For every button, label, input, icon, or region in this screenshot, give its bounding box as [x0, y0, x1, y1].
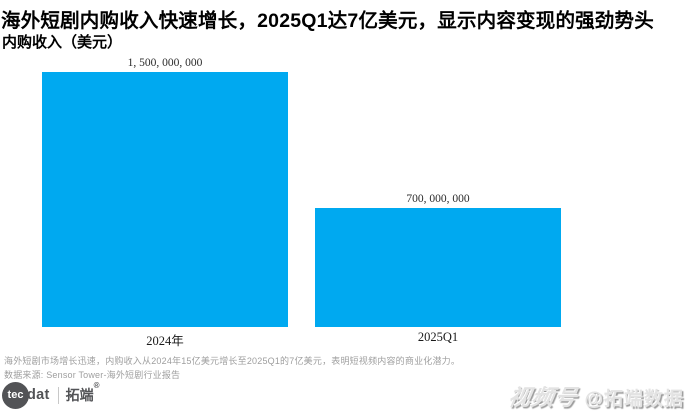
- logo-cn-text: 拓端: [65, 387, 94, 403]
- tecdat-logo-circle: tec: [2, 381, 29, 409]
- tecdat-logo-chinese: 拓端®: [65, 381, 100, 405]
- x-tick-2024: 2024年: [146, 334, 184, 348]
- bar-2024: [42, 72, 288, 327]
- plot-area: 1, 500, 000, 000 700, 000, 000: [42, 57, 561, 327]
- channel-watermark: 视频号 @拓端数据: [506, 380, 684, 412]
- y-axis-title: 内购收入（美元）: [2, 34, 123, 51]
- tecdat-logo-text: dat: [27, 387, 50, 403]
- logo-divider: [57, 386, 59, 404]
- footnote-analysis: 海外短剧市场增长迅速，内购收入从2024年15亿美元增长至2025Q1的7亿美元…: [4, 356, 461, 366]
- chart-title: 海外短剧内购收入快速增长，2025Q1达7亿美元，显示内容变现的强劲势头: [1, 10, 654, 32]
- video-channel-logo: 视频号: [506, 385, 581, 410]
- value-label-2025q1: 700, 000, 000: [406, 193, 470, 205]
- watermark-account-name: @拓端数据: [584, 389, 684, 410]
- bar-group-2025q1: 700, 000, 000: [315, 193, 561, 327]
- registered-mark-icon: ®: [93, 381, 100, 390]
- bar-group-2024: 1, 500, 000, 000: [42, 57, 288, 327]
- bar-2025q1: [315, 208, 561, 327]
- tecdat-logo: tec dat 拓端®: [2, 381, 100, 409]
- x-tick-2025q1: 2025Q1: [417, 330, 459, 344]
- footnote-data-source: 数据来源: Sensor Tower-海外短剧行业报告: [4, 370, 181, 380]
- value-label-2024: 1, 500, 000, 000: [127, 57, 203, 69]
